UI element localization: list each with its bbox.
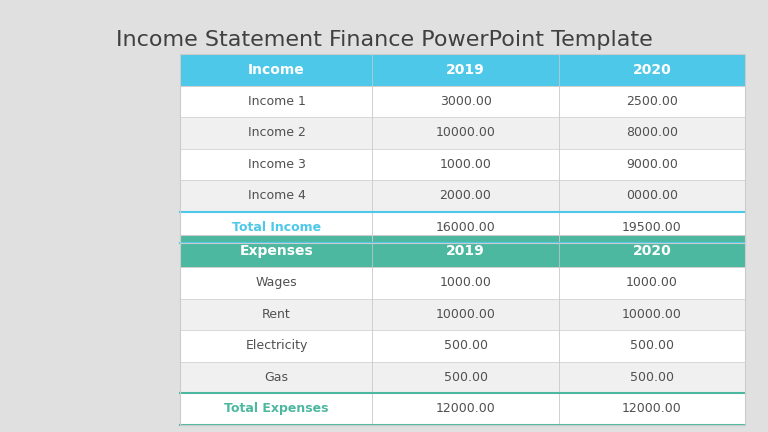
Text: 500.00: 500.00 xyxy=(630,339,674,353)
Text: Income: Income xyxy=(248,63,305,77)
Text: 2020: 2020 xyxy=(632,244,671,258)
Text: 500.00: 500.00 xyxy=(444,371,488,384)
Text: 10000.00: 10000.00 xyxy=(435,126,495,140)
Text: 2500.00: 2500.00 xyxy=(626,95,677,108)
Text: Rent: Rent xyxy=(262,308,291,321)
Text: 3000.00: 3000.00 xyxy=(439,95,492,108)
Text: 0000.00: 0000.00 xyxy=(626,189,678,203)
Text: 10000.00: 10000.00 xyxy=(435,308,495,321)
Text: 12000.00: 12000.00 xyxy=(622,402,682,416)
Text: Expenses: Expenses xyxy=(240,244,313,258)
Text: Total Expenses: Total Expenses xyxy=(224,402,329,416)
Text: 1000.00: 1000.00 xyxy=(439,276,492,289)
Text: 9000.00: 9000.00 xyxy=(626,158,677,171)
Text: 2019: 2019 xyxy=(446,63,485,77)
Text: 12000.00: 12000.00 xyxy=(435,402,495,416)
Text: 1000.00: 1000.00 xyxy=(439,158,492,171)
Text: 2000.00: 2000.00 xyxy=(439,189,492,203)
Text: Income 4: Income 4 xyxy=(247,189,306,203)
Text: 500.00: 500.00 xyxy=(630,371,674,384)
Text: 10000.00: 10000.00 xyxy=(622,308,682,321)
Text: 8000.00: 8000.00 xyxy=(626,126,678,140)
Text: 2019: 2019 xyxy=(446,244,485,258)
Text: 1000.00: 1000.00 xyxy=(626,276,677,289)
Text: Income 1: Income 1 xyxy=(247,95,306,108)
Text: Gas: Gas xyxy=(264,371,289,384)
Text: Income 2: Income 2 xyxy=(247,126,306,140)
Text: 16000.00: 16000.00 xyxy=(435,221,495,234)
Text: 500.00: 500.00 xyxy=(444,339,488,353)
Text: Income 3: Income 3 xyxy=(247,158,306,171)
Text: 2020: 2020 xyxy=(632,63,671,77)
Text: 19500.00: 19500.00 xyxy=(622,221,682,234)
Text: Electricity: Electricity xyxy=(245,339,308,353)
Text: Income Statement Finance PowerPoint Template: Income Statement Finance PowerPoint Temp… xyxy=(116,30,652,50)
Text: Wages: Wages xyxy=(256,276,297,289)
Text: Total Income: Total Income xyxy=(232,221,321,234)
